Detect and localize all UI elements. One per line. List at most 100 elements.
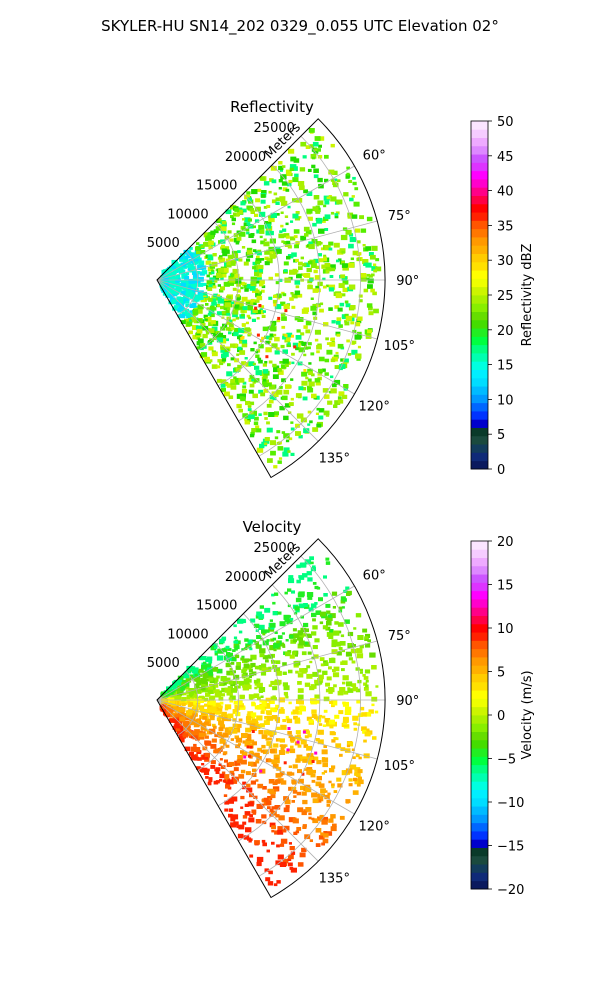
radar-echo-cell xyxy=(271,806,276,810)
radar-echo-cell xyxy=(231,814,239,820)
radar-echo-cell xyxy=(374,710,379,714)
radar-echo-cell xyxy=(238,408,243,413)
radar-echo-cell xyxy=(299,756,306,762)
radar-echo-cell xyxy=(311,393,317,399)
radar-echo-cell xyxy=(308,244,315,250)
radar-echo-cell xyxy=(337,307,343,312)
radar-echo-cell xyxy=(300,256,304,260)
radar-echo-cell xyxy=(247,711,254,716)
radar-echo-cell xyxy=(373,263,377,267)
reflectivity-sector-frame xyxy=(156,118,386,479)
radar-echo-cell xyxy=(331,783,335,787)
radar-echo-cell xyxy=(293,158,300,163)
radar-echo-cell xyxy=(256,705,263,710)
colorbar-swatch xyxy=(471,162,488,172)
radar-echo-cell xyxy=(233,767,239,772)
radar-echo-cell xyxy=(258,389,264,394)
radar-echo-cell xyxy=(221,711,227,717)
radar-echo-cell xyxy=(273,465,278,469)
radar-echo-cell xyxy=(228,761,234,767)
radar-echo-cell xyxy=(280,724,287,730)
radar-echo-cell xyxy=(179,271,184,275)
radar-echo-cell xyxy=(239,396,244,400)
radar-echo-cell xyxy=(269,808,274,812)
radar-echo-cell xyxy=(206,768,210,772)
radar-echo-cell xyxy=(191,282,198,287)
radar-echo-cell xyxy=(255,292,261,298)
radar-echo-cell xyxy=(256,255,260,259)
radar-echo-cell xyxy=(254,705,260,710)
radar-echo-cell xyxy=(267,654,273,659)
radar-echo-cell xyxy=(271,593,275,597)
radar-echo-cell xyxy=(336,199,343,205)
radar-echo-cell xyxy=(239,350,246,355)
radar-echo-cell xyxy=(205,296,210,301)
radar-echo-cell xyxy=(233,701,238,705)
radar-echo-cell xyxy=(362,674,366,677)
radar-echo-cell xyxy=(339,248,346,253)
radar-echo-cell xyxy=(301,308,309,314)
radar-echo-cell xyxy=(250,431,255,436)
radar-echo-cell xyxy=(305,229,312,235)
radar-echo-cell xyxy=(319,241,323,245)
radar-echo-cell xyxy=(215,780,220,784)
radar-echo-cell xyxy=(195,258,200,262)
radar-echo-cell xyxy=(196,270,201,275)
colorbar-swatch xyxy=(471,698,488,708)
radar-echo-cell xyxy=(312,427,319,432)
radar-echo-cell xyxy=(360,228,367,233)
radar-echo-cell xyxy=(280,747,285,751)
radar-echo-cell xyxy=(283,304,290,310)
radar-echo-cell xyxy=(216,304,221,307)
radar-echo-cell xyxy=(230,357,235,361)
radar-echo-cell xyxy=(193,743,197,747)
radar-echo-cell xyxy=(341,722,347,727)
radar-echo-cell xyxy=(315,265,320,269)
radar-echo-cell xyxy=(277,854,284,860)
radar-echo-cell xyxy=(345,229,352,235)
radar-echo-cell xyxy=(288,854,294,860)
radar-echo-cell xyxy=(166,690,171,694)
radar-echo-cell xyxy=(223,281,230,287)
radar-echo-cell xyxy=(297,361,303,366)
radar-echo-cell xyxy=(196,346,201,350)
radar-echo-cell xyxy=(273,255,277,258)
radar-echo-cell xyxy=(225,727,232,732)
radar-echo-cell xyxy=(189,675,194,679)
radar-echo-cell xyxy=(273,883,278,887)
radar-echo-cell xyxy=(230,380,237,386)
radar-echo-cell xyxy=(207,707,213,713)
radar-echo-cell xyxy=(240,201,246,206)
radar-echo-cell xyxy=(248,389,254,394)
azimuth-tick-label: 105° xyxy=(384,339,415,354)
radar-echo-cell xyxy=(221,358,227,362)
radar-echo-cell xyxy=(316,350,320,354)
radar-echo-cell xyxy=(266,335,271,340)
radar-echo-cell xyxy=(271,830,275,833)
radar-echo-cell xyxy=(339,641,346,646)
radar-echo-cell xyxy=(230,379,235,383)
radar-echo-cell xyxy=(281,291,285,295)
radar-echo-cell xyxy=(248,361,255,366)
radar-echo-cell xyxy=(351,313,357,318)
radar-echo-cell xyxy=(177,691,183,696)
radar-echo-cell xyxy=(254,665,260,670)
radar-echo-cell xyxy=(256,756,262,761)
radar-echo-cell xyxy=(224,302,231,308)
radar-echo-cell xyxy=(250,662,256,668)
radar-echo-cell xyxy=(287,727,291,730)
radar-echo-cell xyxy=(287,254,294,259)
radar-echo-cell xyxy=(183,298,190,303)
radar-echo-cell xyxy=(290,156,297,162)
radar-echo-cell xyxy=(260,305,265,309)
colorbar-swatch xyxy=(471,690,488,699)
radar-echo-cell xyxy=(224,774,230,779)
radar-echo-cell xyxy=(263,206,268,209)
radar-echo-cell xyxy=(240,657,245,661)
radar-echo-cell xyxy=(323,258,328,262)
colorbar-swatch xyxy=(471,756,488,766)
radar-echo-cell xyxy=(325,603,331,608)
radar-echo-cell xyxy=(250,725,257,731)
radar-echo-cell xyxy=(244,658,249,663)
radar-echo-cell xyxy=(256,861,262,867)
